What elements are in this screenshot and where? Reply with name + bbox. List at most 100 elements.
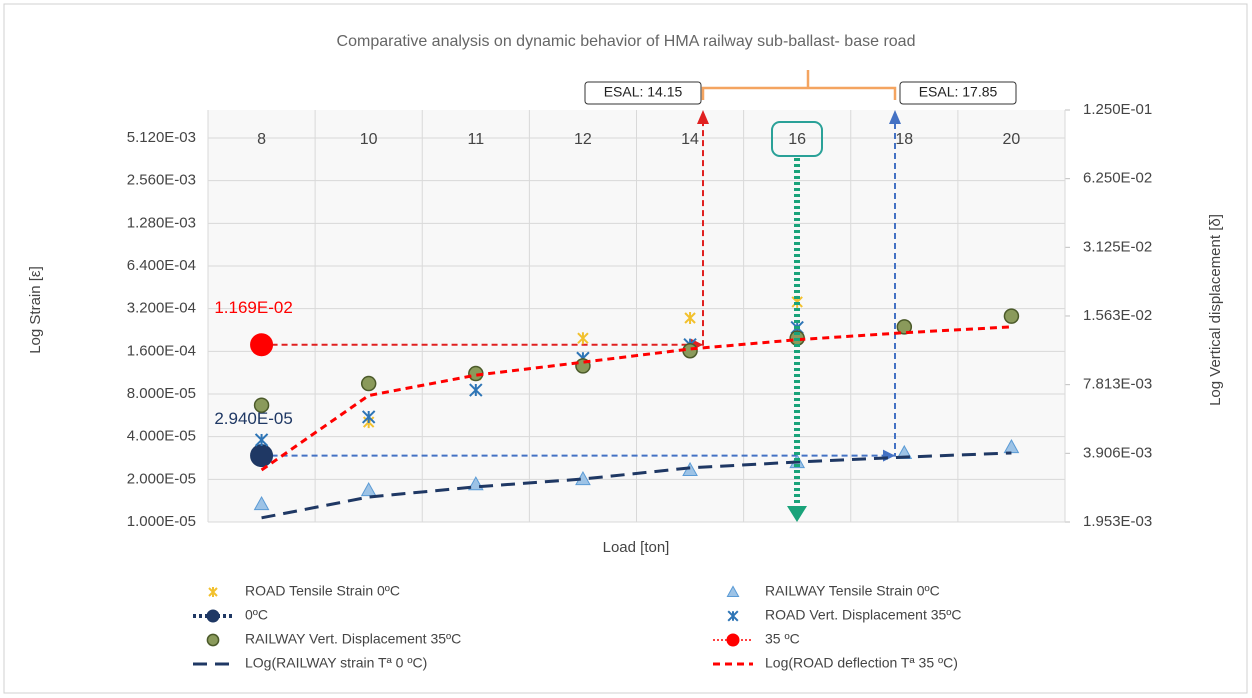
marker-asterisk	[254, 433, 269, 447]
y-tick-label: 4.000E-05	[127, 428, 196, 445]
marker-asterisk	[727, 610, 739, 622]
y2-tick-label: 3.125E-02	[1083, 238, 1152, 255]
y-tick-label: 8.000E-05	[127, 385, 196, 402]
annotation: ESAL: 17.85	[919, 84, 998, 100]
annotation-box	[584, 81, 702, 105]
marker-dot	[250, 444, 274, 468]
trend-line	[261, 451, 1012, 520]
marker	[208, 587, 218, 597]
marker	[253, 495, 270, 511]
y-tick-label: 1.600E-04	[127, 342, 196, 359]
marker	[250, 333, 274, 357]
legend-item: RAILWAY Vert. Displacement 35ºC	[206, 631, 461, 647]
y2-tick-label: 6.250E-02	[1083, 170, 1152, 187]
marker	[469, 383, 483, 397]
guide-line	[261, 124, 704, 346]
marker	[361, 410, 376, 424]
marker-circle	[360, 375, 377, 392]
marker-dot	[206, 609, 220, 623]
legend: ROAD Tensile Strain 0ºC RAILWAY Tensile S…	[193, 583, 962, 671]
marker	[250, 444, 274, 468]
marker	[254, 433, 269, 447]
legend-label: Log(ROAD deflection Tª 35 ºC)	[765, 655, 958, 671]
y2-tick-label: 1.563E-02	[1083, 307, 1152, 324]
bracket	[701, 70, 897, 100]
legend-label: 0ºC	[245, 607, 268, 623]
data-label: 1.169E-02	[214, 298, 292, 317]
marker-x	[577, 332, 589, 345]
x-tick-label: 20	[1003, 131, 1021, 148]
marker	[726, 633, 740, 647]
marker-circle	[896, 319, 913, 335]
arrow-head	[889, 110, 901, 124]
marker-triangle	[726, 585, 740, 597]
marker	[206, 633, 220, 647]
marker-circle	[1003, 308, 1020, 324]
x-tick-label: 16	[788, 131, 806, 148]
x-tick-label: 8	[257, 131, 266, 148]
marker-circle	[206, 633, 220, 647]
marker-asterisk	[469, 383, 483, 397]
annotation-box	[899, 81, 1017, 105]
y-tick-label: 3.200E-04	[127, 300, 196, 317]
marker	[1003, 439, 1020, 454]
marker	[577, 332, 589, 345]
x-tick-label: 14	[681, 131, 699, 148]
arrow-head	[697, 110, 709, 124]
legend-item: ROAD Tensile Strain 0ºC	[208, 583, 400, 599]
legend-label: ROAD Tensile Strain 0ºC	[245, 583, 400, 599]
y2-tick-label: 1.953E-03	[1083, 513, 1152, 530]
marker	[727, 610, 739, 622]
x-tick-label: 11	[468, 131, 485, 148]
marker-triangle	[360, 482, 377, 497]
chart-title: Comparative analysis on dynamic behavior…	[337, 33, 916, 50]
legend-item: 0ºC	[193, 607, 268, 623]
y-tick-label: 5.120E-03	[127, 129, 196, 146]
x-tick-label: 18	[895, 131, 913, 148]
annotation: ESAL: 14.15	[604, 84, 683, 100]
y2-tick-label: 7.813E-03	[1083, 376, 1152, 393]
x-axis-title: Load [ton]	[603, 539, 670, 556]
y2-tick-label: 3.906E-03	[1083, 444, 1152, 461]
marker-dot	[726, 633, 740, 647]
highlight-box	[771, 121, 823, 157]
arrow-head	[787, 506, 807, 522]
y-tick-label: 6.400E-04	[127, 257, 196, 274]
marker-triangle	[1003, 439, 1020, 454]
y-tick-label: 1.000E-05	[127, 513, 196, 530]
marker-circle	[253, 397, 270, 413]
plot: 1.000E-05 2.000E-05 4.000E-05 8.000E-05 1.60…	[127, 101, 1152, 530]
legend-item: LOg(RAILWAY strain Tª 0 ºC)	[193, 655, 427, 671]
y-tick-label: 2.000E-05	[127, 470, 196, 487]
legend-label: 35 ºC	[765, 631, 800, 647]
marker	[360, 375, 377, 392]
legend-item: 35 ºC	[713, 631, 800, 647]
marker-x	[684, 311, 696, 324]
y2-axis-title: Log Vertical displacement [δ]	[1207, 214, 1224, 406]
guide-line	[261, 124, 896, 457]
legend-label: RAILWAY Vert. Displacement 35ºC	[245, 631, 461, 647]
marker	[360, 482, 377, 497]
marker	[1003, 308, 1020, 324]
legend-label: ROAD Vert. Displacement 35ºC	[765, 607, 962, 623]
annotations: ESAL: 14.15 ESAL: 17.85	[584, 70, 1017, 522]
marker	[896, 319, 913, 335]
marker-x	[208, 587, 218, 597]
legend-item: ROAD Vert. Displacement 35ºC	[727, 607, 962, 623]
legend-label: RAILWAY Tensile Strain 0ºC	[765, 583, 940, 599]
y-tick-label: 1.280E-03	[127, 214, 196, 231]
marker-asterisk	[361, 410, 376, 424]
marker	[684, 311, 696, 324]
data-label: 2.940E-05	[214, 409, 292, 428]
legend-label: LOg(RAILWAY strain Tª 0 ºC)	[245, 655, 427, 671]
y-axis-title: Log Strain [ε]	[27, 266, 44, 354]
marker	[206, 609, 220, 623]
marker-triangle	[253, 495, 270, 511]
x-tick-label: 12	[574, 131, 592, 148]
legend-item: Log(ROAD deflection Tª 35 ºC)	[713, 655, 958, 671]
marker-dot	[250, 333, 274, 357]
y-tick-label: 2.560E-03	[127, 172, 196, 189]
trend-line	[260, 325, 1012, 472]
x-tick-label: 10	[360, 131, 378, 148]
